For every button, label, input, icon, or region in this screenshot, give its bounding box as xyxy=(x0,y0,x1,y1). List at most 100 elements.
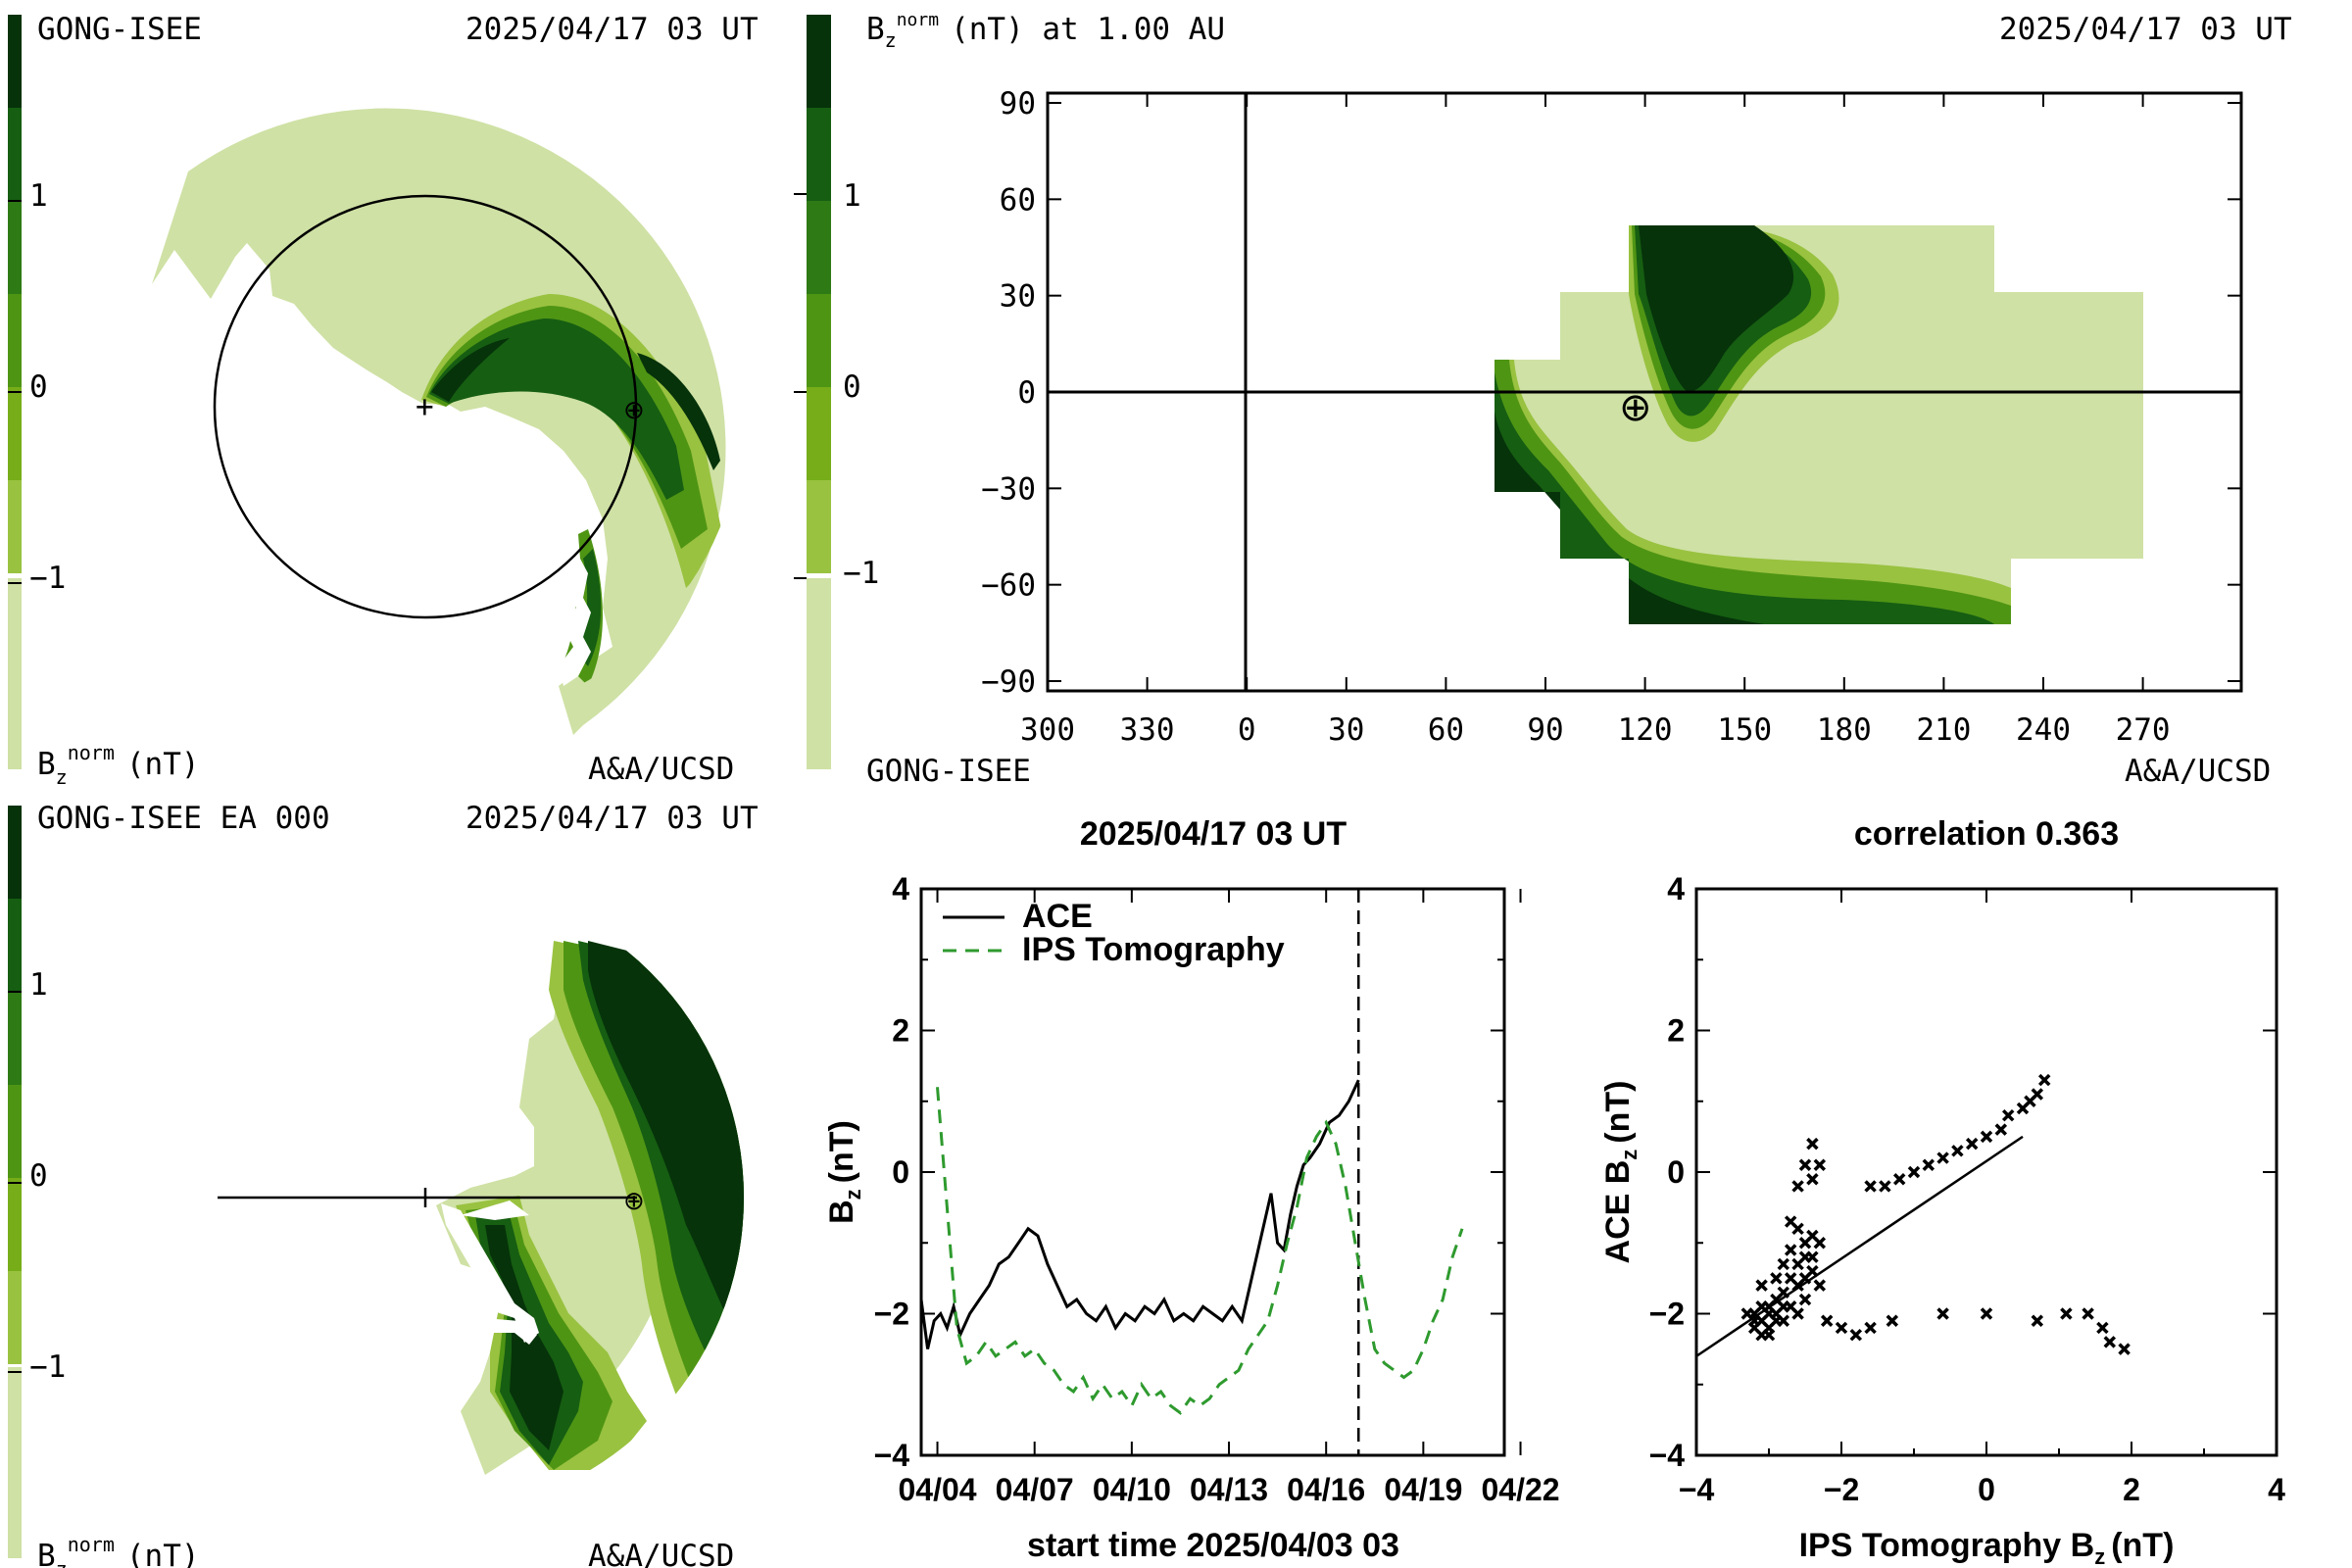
x-tick-label: 60 xyxy=(1428,712,1464,748)
y-tick-label: 4 xyxy=(892,871,909,906)
scatter-point xyxy=(1777,1314,1790,1327)
x-tick-label: 04/22 xyxy=(1481,1472,1559,1507)
x-tick-label: 2 xyxy=(2123,1472,2140,1507)
earth-marker: ⊕ xyxy=(623,396,645,425)
scatter-point xyxy=(1936,1152,1949,1164)
panel-b-dark-core xyxy=(1639,225,1794,392)
panel-a-colorbar-label: Bznorm (nT) xyxy=(37,741,200,789)
scatter-point xyxy=(1936,1307,1949,1320)
x-tick-label: 270 xyxy=(2116,712,2171,748)
x-tick-label: −2 xyxy=(1824,1472,1859,1507)
panel-a-orbit-circle xyxy=(213,194,638,619)
scatter-point xyxy=(1922,1158,1936,1172)
x-tick-label: 4 xyxy=(2268,1472,2285,1507)
scatter-point xyxy=(1907,1165,1921,1179)
colorbar-tick: 1 xyxy=(29,967,48,1003)
scatter-plot xyxy=(1695,1073,2131,1357)
y-tick-label: −4 xyxy=(1649,1438,1686,1473)
scatter-point xyxy=(1755,1328,1768,1342)
scatter-point xyxy=(1777,1257,1790,1271)
colorbar-tick: 0 xyxy=(29,369,48,405)
panel-c-cutout xyxy=(441,1203,539,1343)
y-tick-label: −60 xyxy=(981,568,1036,604)
colorbar-tick: 0 xyxy=(29,1158,48,1194)
line-chart-plot xyxy=(921,889,1464,1455)
panel-a-polar-map: + ⊕ xyxy=(152,108,726,736)
panel-b-title: Bznorm (nT) at 1.00 AU xyxy=(866,10,1225,52)
scatter-title: correlation 0.363 xyxy=(1854,815,2119,853)
line-chart-frame xyxy=(919,887,1506,1457)
line-chart-xlabel: start time 2025/04/03 03 xyxy=(1027,1527,1399,1564)
colorbar-tick: −1 xyxy=(29,1349,66,1385)
x-tick-label: 04/04 xyxy=(898,1472,976,1507)
x-tick-label: −4 xyxy=(1679,1472,1715,1507)
scatter-point xyxy=(1965,1137,1979,1151)
panel-c: 1 0 −1 GONG-ISEE EA 000 2025/04/17 03 UT xyxy=(8,801,759,1568)
panel-b-x-axis: 300 330 0 30 60 90 120 150 180 210 240 270 xyxy=(1020,93,2171,748)
panel-e-scatter-chart: correlation 0.363 4 2 0 −2 −4−4 −2 0 2 4 ACE Bz(… xyxy=(1599,815,2285,1568)
y-tick-label: 0 xyxy=(1017,375,1036,411)
panel-c-timestamp: 2025/04/17 03 UT xyxy=(466,801,759,836)
x-tick-label: 150 xyxy=(1717,712,1772,748)
x-tick-label: 30 xyxy=(1328,712,1364,748)
x-tick-label: 90 xyxy=(1527,712,1563,748)
panel-b-timestamp: 2025/04/17 03 UT xyxy=(1999,12,2292,47)
scatter-point xyxy=(1813,1237,1827,1250)
scatter-point xyxy=(2082,1307,2094,1320)
y-tick-label: 60 xyxy=(1000,182,1036,218)
y-tick-label: 0 xyxy=(1667,1154,1685,1190)
x-tick-label: 04/16 xyxy=(1287,1472,1365,1507)
scatter-point xyxy=(1849,1328,1863,1342)
scatter-point xyxy=(1820,1314,1834,1327)
x-tick-label: 180 xyxy=(1817,712,1872,748)
x-tick-label: 0 xyxy=(1238,712,1256,748)
panel-a-colorbar: 1 0 −1 xyxy=(8,15,66,769)
colorbar-tick: 1 xyxy=(29,178,48,214)
scatter-point xyxy=(1798,1272,1812,1285)
panel-c-colorbar: 1 0 −1 xyxy=(8,806,66,1558)
y-tick-label: 30 xyxy=(1000,279,1036,315)
panel-b-colorbar: 1 0 −1 xyxy=(794,15,879,769)
y-tick-label: −2 xyxy=(1649,1297,1685,1332)
y-tick-label: 4 xyxy=(1667,871,1685,906)
scatter-point xyxy=(1864,1180,1877,1193)
panel-a-jagged-edge xyxy=(431,407,591,686)
ips-series-line xyxy=(936,1087,1464,1415)
x-tick-label: 120 xyxy=(1618,712,1673,748)
line-chart-ylabel: Bz(nT) xyxy=(823,1120,865,1224)
line-chart-axes: 4 2 0 −2 −404/04 04/07 04/10 04/13 04/16 04/19 04/… xyxy=(874,871,1560,1507)
scatter-point xyxy=(1806,1172,1819,1186)
scatter-point xyxy=(2096,1321,2109,1335)
panel-a-timestamp: 2025/04/17 03 UT xyxy=(466,12,759,47)
scatter-point xyxy=(1886,1314,1899,1327)
colorbar-tick: −1 xyxy=(29,561,66,596)
line-chart-title: 2025/04/17 03 UT xyxy=(1080,815,1347,853)
x-tick-label: 04/13 xyxy=(1190,1472,1268,1507)
scatter-point xyxy=(1784,1300,1797,1313)
x-tick-label: 210 xyxy=(1916,712,1971,748)
scatter-point xyxy=(1770,1272,1783,1285)
scatter-point xyxy=(1980,1130,1993,1144)
scatter-point xyxy=(1798,1293,1812,1306)
scatter-point xyxy=(2118,1343,2131,1355)
x-tick-label: 240 xyxy=(2016,712,2071,748)
y-tick-label: 0 xyxy=(892,1154,909,1190)
scatter-point xyxy=(1864,1321,1877,1335)
colorbar-tick: 0 xyxy=(843,369,861,405)
scatter-point xyxy=(2060,1307,2073,1320)
panel-c-credit: A&A/UCSD xyxy=(588,1539,734,1568)
scatter-point xyxy=(1755,1279,1768,1292)
x-tick-label: 300 xyxy=(1020,712,1075,748)
y-tick-label: −30 xyxy=(981,471,1036,507)
scatter-point xyxy=(2031,1314,2044,1327)
scatter-axes: 4 2 0 −2 −4−4 −2 0 2 4 xyxy=(1649,871,2286,1507)
earth-marker: ⊕ xyxy=(1619,385,1652,430)
scatter-ylabel: ACE Bz(nT) xyxy=(1599,1081,1642,1264)
scatter-point xyxy=(1994,1123,2008,1136)
scatter-point xyxy=(1879,1180,1891,1193)
scatter-point xyxy=(1747,1314,1761,1327)
panel-b: 1 0 −1 Bznorm (nT) at 1.00 AU 2025/04/17 … xyxy=(794,10,2292,789)
panel-c-colorbar-label: Bznorm(nT) xyxy=(37,1533,200,1568)
